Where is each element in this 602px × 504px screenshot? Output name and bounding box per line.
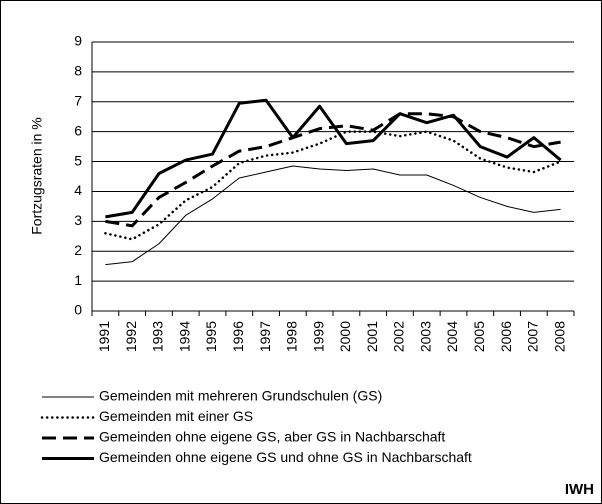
- y-tick-label: 9: [74, 33, 82, 49]
- y-tick-label: 0: [74, 302, 82, 318]
- x-tick-label: 2002: [391, 321, 407, 352]
- legend-label: Gemeinden mit einer GS: [99, 408, 253, 424]
- source: IWH: [565, 481, 594, 498]
- x-tick-label: 2008: [551, 321, 567, 352]
- x-tick-label: 2003: [417, 321, 433, 352]
- y-tick-label: 4: [74, 182, 82, 198]
- y-tick-label: 1: [74, 272, 82, 288]
- y-tick-label: 2: [74, 242, 82, 258]
- legend-label: Gemeinden ohne eigene GS und ohne GS in …: [99, 449, 472, 465]
- legend-label: Gemeinden mit mehreren Grundschulen (GS): [99, 388, 382, 404]
- x-tick-label: 1998: [284, 321, 300, 352]
- y-tick-label: 5: [74, 152, 82, 168]
- x-tick-label: 1992: [123, 321, 139, 352]
- y-tick-label: 6: [74, 122, 82, 138]
- x-tick-label: 2000: [337, 321, 353, 352]
- x-tick-label: 2006: [498, 321, 514, 352]
- series-line: [105, 165, 561, 266]
- x-tick-label: 1993: [150, 321, 166, 352]
- y-tick-label: 3: [74, 212, 82, 228]
- x-tick-label: 2004: [444, 321, 460, 352]
- series-line: [104, 130, 562, 241]
- y-tick-label: 7: [74, 92, 82, 108]
- x-tick-label: 1997: [257, 321, 273, 352]
- y-axis-label: Fortzugsraten in %: [29, 117, 45, 235]
- y-tick-label: 8: [74, 63, 82, 79]
- x-tick-label: 1999: [310, 321, 326, 352]
- x-tick-label: 2005: [471, 321, 487, 352]
- x-tick-label: 1994: [176, 321, 192, 352]
- series-line: [105, 98, 562, 219]
- x-tick-label: 2007: [525, 321, 541, 352]
- x-tick-label: 1995: [203, 321, 219, 352]
- x-tick-label: 1991: [96, 321, 112, 352]
- legend-label: Gemeinden ohne eigene GS, aber GS in Nac…: [99, 429, 445, 445]
- x-tick-label: 2001: [364, 321, 380, 352]
- x-tick-label: 1996: [230, 321, 246, 352]
